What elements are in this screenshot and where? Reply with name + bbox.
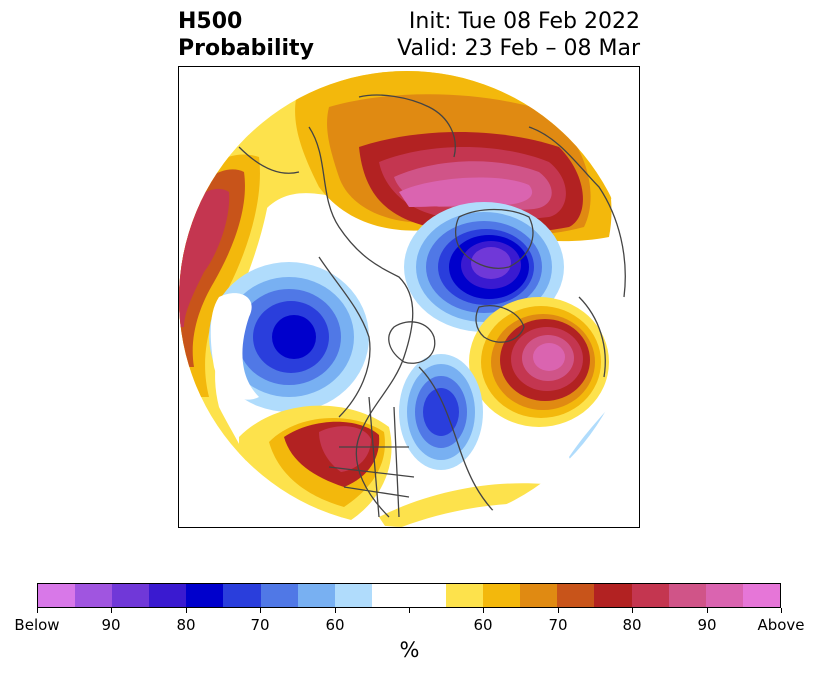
colorbar-tick xyxy=(409,608,410,613)
colorbar-segment xyxy=(742,584,780,607)
colorbar-tick xyxy=(558,608,559,613)
init-date: Init: Tue 08 Feb 2022 xyxy=(408,9,640,34)
title-variable: H500 xyxy=(178,9,243,34)
below-90-arctic xyxy=(471,247,511,279)
colorbar-segment xyxy=(334,584,372,607)
colorbar-tick xyxy=(186,608,187,613)
colorbar-tick xyxy=(707,608,708,613)
probability-map xyxy=(178,66,640,528)
colorbar-tick xyxy=(335,608,336,613)
colorbar-segment xyxy=(594,584,632,607)
colorbar-segment xyxy=(38,584,76,607)
probability-colorbar xyxy=(37,583,781,608)
map-title-left: H500 Probability xyxy=(178,8,314,62)
map-title-right: Init: Tue 08 Feb 2022 Valid: 23 Feb – 08… xyxy=(397,8,640,62)
colorbar-segment xyxy=(75,584,113,607)
colorbar-segment xyxy=(483,584,521,607)
colorbar-tick xyxy=(111,608,112,613)
colorbar-segment xyxy=(223,584,261,607)
colorbar-tick-label: 70 xyxy=(548,616,568,634)
colorbar-segment xyxy=(668,584,706,607)
above-85-sw xyxy=(319,426,371,472)
valid-range: Valid: 23 Feb – 08 Mar xyxy=(397,36,640,61)
colorbar-tick-label: Below xyxy=(14,616,60,634)
above-95-north xyxy=(399,177,533,207)
colorbar-segment xyxy=(557,584,595,607)
colorbar-tick-label: 90 xyxy=(697,616,717,634)
colorbar-segment xyxy=(112,584,150,607)
below-80-pacific xyxy=(272,315,316,359)
colorbar-unit: % xyxy=(399,638,420,662)
colorbar-segment xyxy=(260,584,298,607)
colorbar-tick xyxy=(260,608,261,613)
pacific-white-band xyxy=(210,293,259,400)
colorbar-tick-label: 80 xyxy=(622,616,642,634)
colorbar-tick xyxy=(632,608,633,613)
colorbar-segment xyxy=(149,584,187,607)
colorbar-tick xyxy=(781,608,782,613)
colorbar-tick-label: 60 xyxy=(325,616,345,634)
colorbar-tick xyxy=(483,608,484,613)
colorbar-segment xyxy=(631,584,669,607)
colorbar-segment xyxy=(186,584,224,607)
colorbar-tick-label: 60 xyxy=(473,616,493,634)
colorbar-segment xyxy=(297,584,335,607)
colorbar-tick-label: 80 xyxy=(176,616,196,634)
colorbar-segment xyxy=(408,584,447,607)
colorbar-segment xyxy=(705,584,743,607)
coastlines xyxy=(238,94,626,518)
map-canvas xyxy=(179,71,635,527)
title-type: Probability xyxy=(178,36,314,61)
colorbar-segment xyxy=(446,584,484,607)
colorbar-tick-label: 90 xyxy=(101,616,121,634)
colorbar-segment xyxy=(371,584,409,607)
forecast-disc xyxy=(179,71,635,527)
above-95-atlantic xyxy=(533,343,565,371)
colorbar-tick xyxy=(37,608,38,613)
below-75-na xyxy=(423,388,459,436)
colorbar-segment xyxy=(520,584,558,607)
colorbar-tick-label: Above xyxy=(757,616,805,634)
colorbar-tick-label: 70 xyxy=(250,616,270,634)
